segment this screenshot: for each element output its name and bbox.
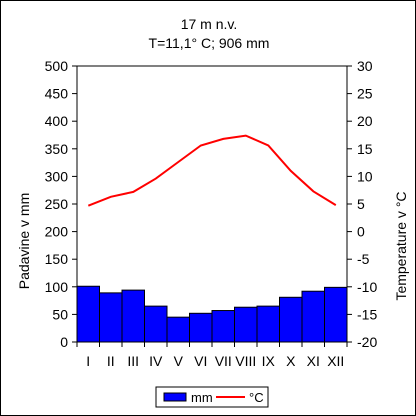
bar-VI bbox=[189, 312, 213, 343]
legend-label-temp: °C bbox=[249, 390, 264, 405]
y-left-tick-label: 500 bbox=[45, 58, 69, 74]
y-left-tick-label: 0 bbox=[60, 334, 68, 350]
temperature-line bbox=[87, 134, 337, 207]
y-right-tick-label: -15 bbox=[357, 306, 377, 322]
x-tick-label-V: V bbox=[174, 353, 184, 369]
y-left-tick-label: 350 bbox=[45, 141, 69, 157]
bar-VII bbox=[211, 310, 235, 343]
x-tick-label-VIII: VIII bbox=[235, 353, 256, 369]
y-right-tick-label: 15 bbox=[357, 141, 373, 157]
precipitation-bars bbox=[76, 285, 348, 343]
y-right-tick-label: 20 bbox=[357, 113, 373, 129]
bar-IV bbox=[144, 305, 168, 343]
y-right-tick-label: -20 bbox=[357, 334, 377, 350]
x-tick-label-IX: IX bbox=[262, 353, 276, 369]
y-right-tick-label: 10 bbox=[357, 168, 373, 184]
y-axis-left-label: Padavine v mm bbox=[16, 193, 32, 289]
bar-II bbox=[99, 292, 123, 343]
bar-VIII bbox=[234, 306, 258, 343]
legend-swatch-mm bbox=[163, 392, 187, 402]
y-right-tick-label: 0 bbox=[357, 224, 365, 240]
chart-subtitle: T=11,1° C; 906 mm bbox=[149, 35, 270, 51]
x-tick-label-X: X bbox=[286, 353, 296, 369]
x-tick-label-VII: VII bbox=[215, 353, 232, 369]
x-tick-label-III: III bbox=[127, 353, 139, 369]
bar-X bbox=[279, 296, 303, 343]
x-tick-label-VI: VI bbox=[194, 353, 207, 369]
y-left-tick-label: 250 bbox=[45, 196, 69, 212]
legend: mm °C bbox=[155, 386, 269, 408]
y-left-tick-label: 100 bbox=[45, 279, 69, 295]
bar-IX bbox=[256, 305, 280, 343]
legend-label-mm: mm bbox=[191, 390, 213, 405]
bar-I bbox=[76, 285, 100, 343]
bar-XII bbox=[324, 286, 348, 343]
x-tick-label-XI: XI bbox=[307, 353, 320, 369]
y-left-tick-label: 300 bbox=[45, 168, 69, 184]
y-right-tick-label: 30 bbox=[357, 58, 373, 74]
axes: 050100150200250300350400450500-20-15-10-… bbox=[45, 58, 378, 369]
y-left-tick-label: 400 bbox=[45, 113, 69, 129]
y-axis-right-label: Temperature v °C bbox=[393, 191, 409, 300]
x-tick-label-IV: IV bbox=[149, 353, 163, 369]
x-tick-label-II: II bbox=[107, 353, 115, 369]
chart-title: 17 m n.v. bbox=[181, 16, 238, 32]
y-left-tick-label: 50 bbox=[52, 306, 68, 322]
y-left-tick-label: 450 bbox=[45, 86, 69, 102]
x-tick-label-I: I bbox=[86, 353, 90, 369]
y-right-tick-label: -5 bbox=[357, 251, 370, 267]
bar-III bbox=[121, 289, 145, 343]
y-left-tick-label: 150 bbox=[45, 251, 69, 267]
bar-XI bbox=[301, 290, 325, 343]
y-right-tick-label: -10 bbox=[357, 279, 377, 295]
y-left-tick-label: 200 bbox=[45, 224, 69, 240]
legend-box bbox=[155, 386, 269, 408]
y-right-tick-label: 5 bbox=[357, 196, 365, 212]
bar-V bbox=[166, 316, 190, 343]
x-tick-label-XII: XII bbox=[327, 353, 344, 369]
y-right-tick-label: 25 bbox=[357, 86, 373, 102]
